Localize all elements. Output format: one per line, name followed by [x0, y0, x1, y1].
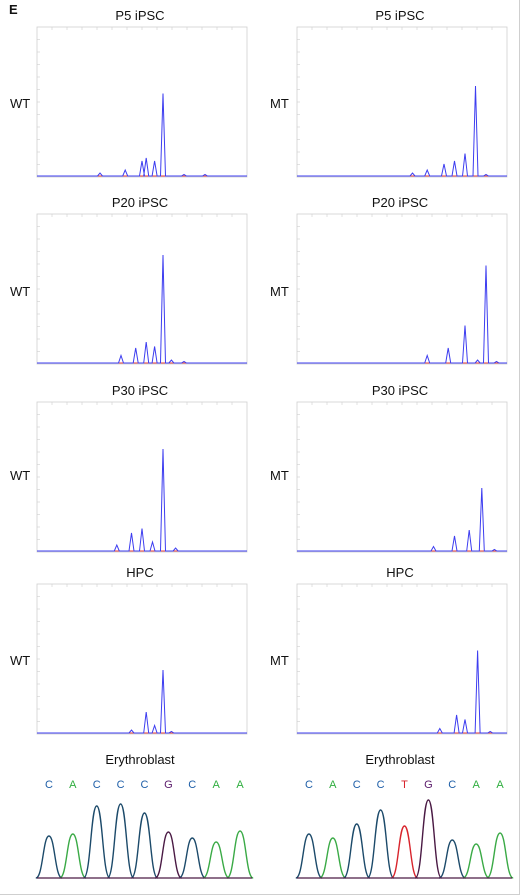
label-mt-row2: MT — [270, 284, 289, 299]
plot-p30-wt — [36, 401, 248, 553]
chromatogram-peak — [390, 825, 419, 879]
chromatogram-peak — [178, 837, 206, 879]
plot-hpc-mt — [296, 583, 508, 735]
label-mt-row4: MT — [270, 653, 289, 668]
label-mt-row1: MT — [270, 96, 289, 111]
signal-trace — [297, 487, 507, 552]
chromatogram-peak — [154, 831, 183, 879]
panel-letter: E — [9, 2, 18, 17]
base-call: A — [212, 779, 220, 791]
base-call: C — [141, 779, 149, 791]
signal-trace — [297, 650, 507, 734]
plot-p20-wt — [36, 213, 248, 365]
base-call: C — [117, 779, 125, 791]
signal-trace — [297, 265, 507, 364]
base-call: G — [424, 779, 433, 791]
title-row3-left: P30 iPSC — [111, 383, 169, 398]
plot-p5-mt — [296, 26, 508, 178]
chromatogram-peak — [59, 833, 87, 879]
chromatogram-peak — [414, 799, 443, 879]
plot-frame — [296, 213, 508, 365]
signal-trace — [37, 254, 247, 364]
plot-hpc-wt — [36, 583, 248, 735]
title-row3-right: P30 iPSC — [371, 383, 429, 398]
title-row1-right: P5 iPSC — [375, 8, 425, 23]
chromatogram-peak — [319, 837, 347, 879]
plot-p5-wt — [36, 26, 248, 178]
base-call: C — [188, 779, 196, 791]
chromatogram-peak — [366, 809, 395, 879]
plot-frame — [36, 213, 248, 365]
signal-trace — [37, 448, 247, 552]
base-call: A — [472, 779, 480, 791]
label-wt-row2: WT — [10, 284, 31, 299]
chromatogram-peak — [226, 830, 254, 879]
base-call: G — [164, 779, 173, 791]
chromatogram-peak — [342, 823, 371, 879]
plot-p20-mt — [296, 213, 508, 365]
chromatogram-peak — [202, 841, 230, 879]
title-row1-left: P5 iPSC — [115, 8, 165, 23]
title-row2-right: P20 iPSC — [371, 195, 429, 210]
label-wt-row1: WT — [10, 96, 31, 111]
base-call: C — [353, 779, 361, 791]
chromatogram-peak — [130, 812, 159, 879]
base-call: A — [236, 779, 244, 791]
base-call: C — [93, 779, 101, 791]
signal-trace — [297, 85, 507, 177]
base-call: A — [329, 779, 337, 791]
label-wt-row3: WT — [10, 468, 31, 483]
title-row4-right: HPC — [386, 565, 414, 580]
title-erythroblast-right: Erythroblast — [365, 752, 435, 767]
title-row4-left: HPC — [126, 565, 154, 580]
chromatogram-peak — [462, 843, 490, 879]
base-call: C — [45, 779, 53, 791]
plot-frame — [36, 583, 248, 735]
base-call: A — [496, 779, 504, 791]
plot-frame — [36, 26, 248, 178]
chromatogram-peak — [106, 803, 135, 879]
chromatogram-peak — [486, 832, 514, 879]
base-call: C — [377, 779, 385, 791]
label-mt-row3: MT — [270, 468, 289, 483]
chromatogram-peak — [35, 835, 63, 879]
chromatogram-peak — [438, 839, 466, 879]
signal-trace — [37, 93, 247, 177]
base-call: A — [69, 779, 77, 791]
base-call: C — [448, 779, 456, 791]
plot-frame — [296, 401, 508, 553]
title-row2-left: P20 iPSC — [111, 195, 169, 210]
plot-p30-mt — [296, 401, 508, 553]
chromatogram-peak — [82, 805, 111, 879]
chromatogram-peak — [295, 833, 323, 879]
title-erythroblast-left: Erythroblast — [105, 752, 175, 767]
signal-trace — [37, 669, 247, 734]
base-call: T — [401, 779, 408, 791]
label-wt-row4: WT — [10, 653, 31, 668]
base-call: C — [305, 779, 313, 791]
